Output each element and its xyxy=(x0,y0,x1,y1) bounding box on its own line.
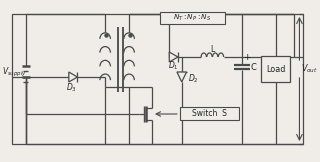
Text: Load: Load xyxy=(266,64,285,74)
Text: Switch  S: Switch S xyxy=(192,109,227,118)
Text: $V_{supply}$: $V_{supply}$ xyxy=(2,65,27,79)
Text: $D_2$: $D_2$ xyxy=(188,73,199,85)
Bar xyxy=(160,12,225,24)
Text: $D_3$: $D_3$ xyxy=(66,82,77,94)
Bar xyxy=(261,56,290,82)
Text: +: + xyxy=(243,52,251,62)
Polygon shape xyxy=(177,72,187,82)
Polygon shape xyxy=(169,52,178,62)
Bar xyxy=(12,14,303,144)
Text: C: C xyxy=(251,63,256,71)
Text: L: L xyxy=(210,45,214,53)
Text: $D_1$: $D_1$ xyxy=(168,60,179,72)
Text: $N_T : N_P : N_S$: $N_T : N_P : N_S$ xyxy=(173,13,212,23)
Bar xyxy=(180,107,239,120)
Text: $V_{out}$: $V_{out}$ xyxy=(301,63,318,75)
Polygon shape xyxy=(69,72,77,82)
